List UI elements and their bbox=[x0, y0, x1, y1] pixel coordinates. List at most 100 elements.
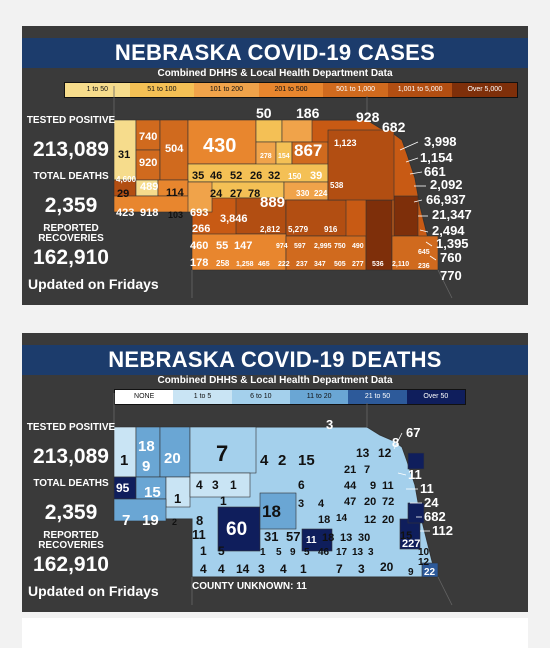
county-value-label: 24 bbox=[424, 495, 439, 510]
county-value-label: 7 bbox=[122, 512, 130, 529]
county-value-label: 7 bbox=[216, 441, 228, 466]
county-value-label: 2,812 bbox=[260, 225, 281, 234]
county-value-label: 1 bbox=[220, 494, 227, 508]
county-value-label: 31 bbox=[118, 149, 130, 161]
county-value-label: 5,279 bbox=[288, 225, 309, 234]
county-value-label: 18 bbox=[138, 438, 155, 455]
cases-subtitle: Combined DHHS & Local Health Department … bbox=[157, 68, 393, 79]
tested-positive-label: TESTED POSITIVE bbox=[26, 115, 116, 126]
county-value-label: 186 bbox=[296, 105, 320, 121]
county-value-label: 1,395 bbox=[436, 236, 469, 251]
county-value-label: 11 bbox=[306, 535, 317, 546]
county-value-label: 423 bbox=[116, 207, 134, 219]
county-value-label: 740 bbox=[139, 131, 157, 143]
legend-item: NONE bbox=[115, 390, 174, 404]
county-value-label: 10 bbox=[418, 547, 430, 558]
county-cherry bbox=[187, 119, 257, 165]
county-douglas bbox=[393, 195, 419, 237]
county-value-label: 20 bbox=[164, 450, 181, 467]
county-value-label: 5 bbox=[218, 544, 225, 558]
county-value-label: 39 bbox=[310, 170, 322, 182]
county-value-label: 5 bbox=[304, 547, 310, 558]
county-dawes bbox=[135, 119, 161, 151]
county-value-label: 693 bbox=[190, 207, 208, 219]
county-value-label: 3,846 bbox=[220, 213, 248, 225]
county-value-label: 30 bbox=[358, 532, 370, 544]
county-value-label: 9 bbox=[290, 547, 296, 558]
county-keya-paha bbox=[255, 119, 283, 143]
county-value-label: 347 bbox=[314, 261, 326, 268]
county-value-label: 236 bbox=[418, 263, 430, 270]
county-value-label: 21,347 bbox=[432, 207, 472, 222]
county-value-label: 11 bbox=[192, 527, 206, 542]
county-value-label: 224 bbox=[314, 189, 328, 198]
county-value-label: 18 bbox=[322, 532, 334, 544]
deaths-title: NEBRASKA COVID-19 DEATHS bbox=[22, 345, 528, 375]
county-value-label: 770 bbox=[440, 268, 462, 283]
updated-note: Updated on Fridays bbox=[28, 583, 159, 599]
county-value-label: 11 bbox=[420, 481, 434, 496]
leader-line bbox=[399, 141, 419, 151]
county-value-label: 889 bbox=[260, 194, 285, 211]
county-value-label: 12 bbox=[418, 557, 430, 568]
county-value-label: 32 bbox=[268, 170, 280, 182]
county-value-label: 3 bbox=[212, 478, 219, 492]
legend-item: 1 to 50 bbox=[65, 83, 130, 97]
county-value-label: 9 bbox=[370, 480, 376, 492]
county-value-label: 504 bbox=[165, 143, 184, 155]
county-value-label: 330 bbox=[296, 189, 310, 198]
recoveries-label: REPORTED RECOVERIES bbox=[38, 530, 104, 551]
county-value-label: 4 bbox=[280, 562, 287, 576]
leader-line bbox=[419, 229, 429, 233]
county-value-label: 1 bbox=[200, 544, 207, 558]
county-value-label: 1 bbox=[174, 491, 181, 506]
county-value-label: 645 bbox=[418, 249, 430, 256]
county-value-label: 57 bbox=[286, 529, 300, 544]
county-value-label: 3 bbox=[358, 562, 365, 576]
county-value-label: 20 bbox=[380, 560, 394, 574]
county-box-butte bbox=[135, 149, 161, 181]
county-value-label: 2,494 bbox=[432, 223, 465, 238]
county-value-label: 4,600 bbox=[116, 175, 137, 184]
county-value-label: 103 bbox=[168, 210, 183, 220]
county-lincoln bbox=[217, 506, 261, 552]
county-value-label: 489 bbox=[140, 181, 158, 193]
county-value-label: 4 bbox=[260, 452, 269, 469]
legend-item: 101 to 200 bbox=[194, 83, 259, 97]
legend-item: 1,001 to 5,000 bbox=[387, 83, 453, 97]
county-value-label: 78 bbox=[248, 188, 260, 200]
legend-item: 11 to 20 bbox=[289, 390, 349, 404]
county-value-label: 3 bbox=[368, 547, 374, 558]
county-value-label: 237 bbox=[296, 261, 308, 268]
county-value-label: 20 bbox=[364, 496, 376, 508]
county-unknown-note: COUNTY UNKNOWN: 11 bbox=[192, 581, 307, 592]
county-value-label: 15 bbox=[298, 452, 315, 469]
county-value-label: 682 bbox=[424, 509, 446, 524]
recoveries-label: REPORTED RECOVERIES bbox=[38, 223, 104, 244]
county-value-label: 2 bbox=[278, 452, 286, 469]
county-value-label: 928 bbox=[356, 109, 380, 125]
legend-item: 201 to 500 bbox=[258, 83, 324, 97]
county-value-label: 278 bbox=[260, 153, 272, 160]
county-value-label: 19 bbox=[142, 512, 159, 529]
tested-positive-value: 213,089 bbox=[33, 138, 109, 161]
total-deaths-value: 2,359 bbox=[44, 501, 98, 524]
county-value-label: 430 bbox=[203, 135, 236, 157]
county-value-label: 9 bbox=[142, 458, 150, 475]
county-value-label: 9 bbox=[408, 567, 414, 578]
county-value-label: 538 bbox=[330, 181, 344, 190]
county-value-label: 597 bbox=[294, 243, 306, 250]
tested-positive-label: TESTED POSITIVE bbox=[26, 422, 116, 433]
county-sheridan bbox=[159, 426, 191, 478]
leader-line bbox=[397, 472, 407, 476]
leader-line bbox=[405, 157, 419, 163]
county-value-label: 112 bbox=[432, 523, 453, 538]
county-value-label: 1,123 bbox=[334, 138, 357, 148]
county-value-label: 114 bbox=[166, 187, 185, 199]
legend-item: Over 50 bbox=[406, 390, 465, 404]
county-value-label: 266 bbox=[192, 223, 210, 235]
deaths-subtitle: Combined DHHS & Local Health Department … bbox=[157, 375, 393, 386]
county-value-label: 277 bbox=[352, 261, 364, 268]
tested-positive-value: 213,089 bbox=[33, 445, 109, 468]
county-value-label: 20 bbox=[382, 514, 394, 526]
